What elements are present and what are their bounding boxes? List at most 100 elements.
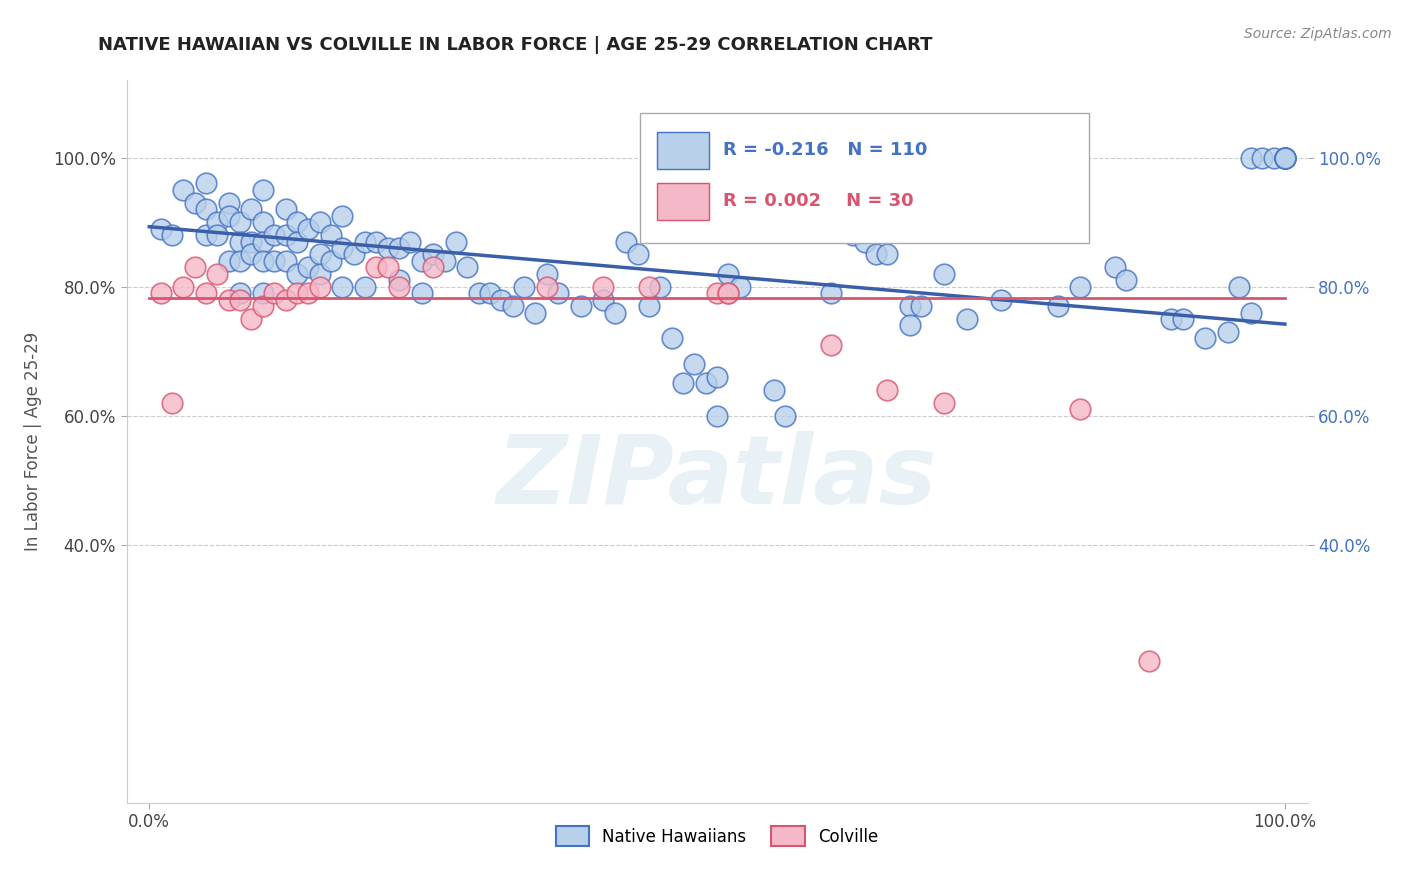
Point <box>240 247 263 261</box>
Point <box>706 409 728 423</box>
Point <box>592 279 614 293</box>
Point <box>1274 151 1296 165</box>
Point <box>207 215 229 229</box>
Point <box>478 286 501 301</box>
Point <box>207 267 229 281</box>
Point <box>149 286 172 301</box>
Point <box>898 299 921 313</box>
Point <box>1263 151 1285 165</box>
Point <box>252 235 274 249</box>
Point <box>695 376 717 391</box>
Point <box>1160 312 1182 326</box>
Text: Source: ZipAtlas.com: Source: ZipAtlas.com <box>1244 27 1392 41</box>
Point <box>308 267 330 281</box>
Point <box>990 293 1012 307</box>
Point <box>603 305 626 319</box>
Point <box>422 260 444 275</box>
Point <box>1274 151 1296 165</box>
Point <box>285 235 308 249</box>
Point <box>876 383 898 397</box>
Point <box>354 279 377 293</box>
Point <box>853 235 876 249</box>
Point <box>388 241 411 255</box>
Point <box>218 254 240 268</box>
Y-axis label: In Labor Force | Age 25-29: In Labor Force | Age 25-29 <box>24 332 42 551</box>
Point <box>160 228 183 243</box>
Point <box>195 177 218 191</box>
Point <box>366 260 388 275</box>
Legend: Native Hawaiians, Colville: Native Hawaiians, Colville <box>548 820 886 852</box>
Point <box>308 247 330 261</box>
Point <box>1274 151 1296 165</box>
Text: R = -0.216   N = 110: R = -0.216 N = 110 <box>723 141 928 160</box>
Point <box>285 286 308 301</box>
Point <box>229 215 252 229</box>
Point <box>149 221 172 235</box>
Point <box>195 286 218 301</box>
Point <box>1069 402 1091 417</box>
Point <box>592 293 614 307</box>
Point <box>683 357 706 371</box>
Point <box>308 279 330 293</box>
Point <box>330 209 353 223</box>
Point <box>1229 279 1251 293</box>
Point <box>706 286 728 301</box>
Point <box>240 312 263 326</box>
Point <box>160 396 183 410</box>
Point <box>354 235 377 249</box>
Point <box>252 254 274 268</box>
FancyBboxPatch shape <box>657 132 709 169</box>
Point <box>1240 305 1263 319</box>
Point <box>229 235 252 249</box>
Point <box>343 247 366 261</box>
Point <box>502 299 524 313</box>
Point <box>672 376 695 391</box>
Point <box>297 260 319 275</box>
Point <box>536 279 558 293</box>
Point <box>297 221 319 235</box>
Point <box>717 286 740 301</box>
Point <box>1171 312 1194 326</box>
Point <box>274 202 297 217</box>
Point <box>411 254 433 268</box>
Point <box>444 235 467 249</box>
Point <box>865 247 887 261</box>
Point <box>1216 325 1239 339</box>
Point <box>274 254 297 268</box>
Point <box>467 286 489 301</box>
Point <box>1115 273 1137 287</box>
Point <box>1194 331 1216 345</box>
Point <box>820 286 842 301</box>
Point <box>717 267 740 281</box>
Point <box>934 267 956 281</box>
Point <box>1046 299 1069 313</box>
Point <box>614 235 637 249</box>
Point <box>274 228 297 243</box>
Point <box>773 409 796 423</box>
Point <box>547 286 569 301</box>
Text: ZIPatlas: ZIPatlas <box>496 431 938 524</box>
Point <box>195 228 218 243</box>
Point <box>422 247 444 261</box>
Point <box>330 279 353 293</box>
Point <box>491 293 513 307</box>
Point <box>934 396 956 410</box>
Point <box>240 235 263 249</box>
Point <box>399 235 422 249</box>
Point <box>762 383 785 397</box>
Point <box>411 286 433 301</box>
Point <box>898 318 921 333</box>
Point <box>910 299 932 313</box>
Point <box>285 215 308 229</box>
Point <box>1251 151 1274 165</box>
Point <box>388 279 411 293</box>
Point <box>1274 151 1296 165</box>
Point <box>218 195 240 210</box>
FancyBboxPatch shape <box>657 183 709 219</box>
Point <box>263 254 285 268</box>
Point <box>252 215 274 229</box>
Point <box>207 228 229 243</box>
Point <box>229 286 252 301</box>
Point <box>183 195 205 210</box>
Point <box>377 260 399 275</box>
